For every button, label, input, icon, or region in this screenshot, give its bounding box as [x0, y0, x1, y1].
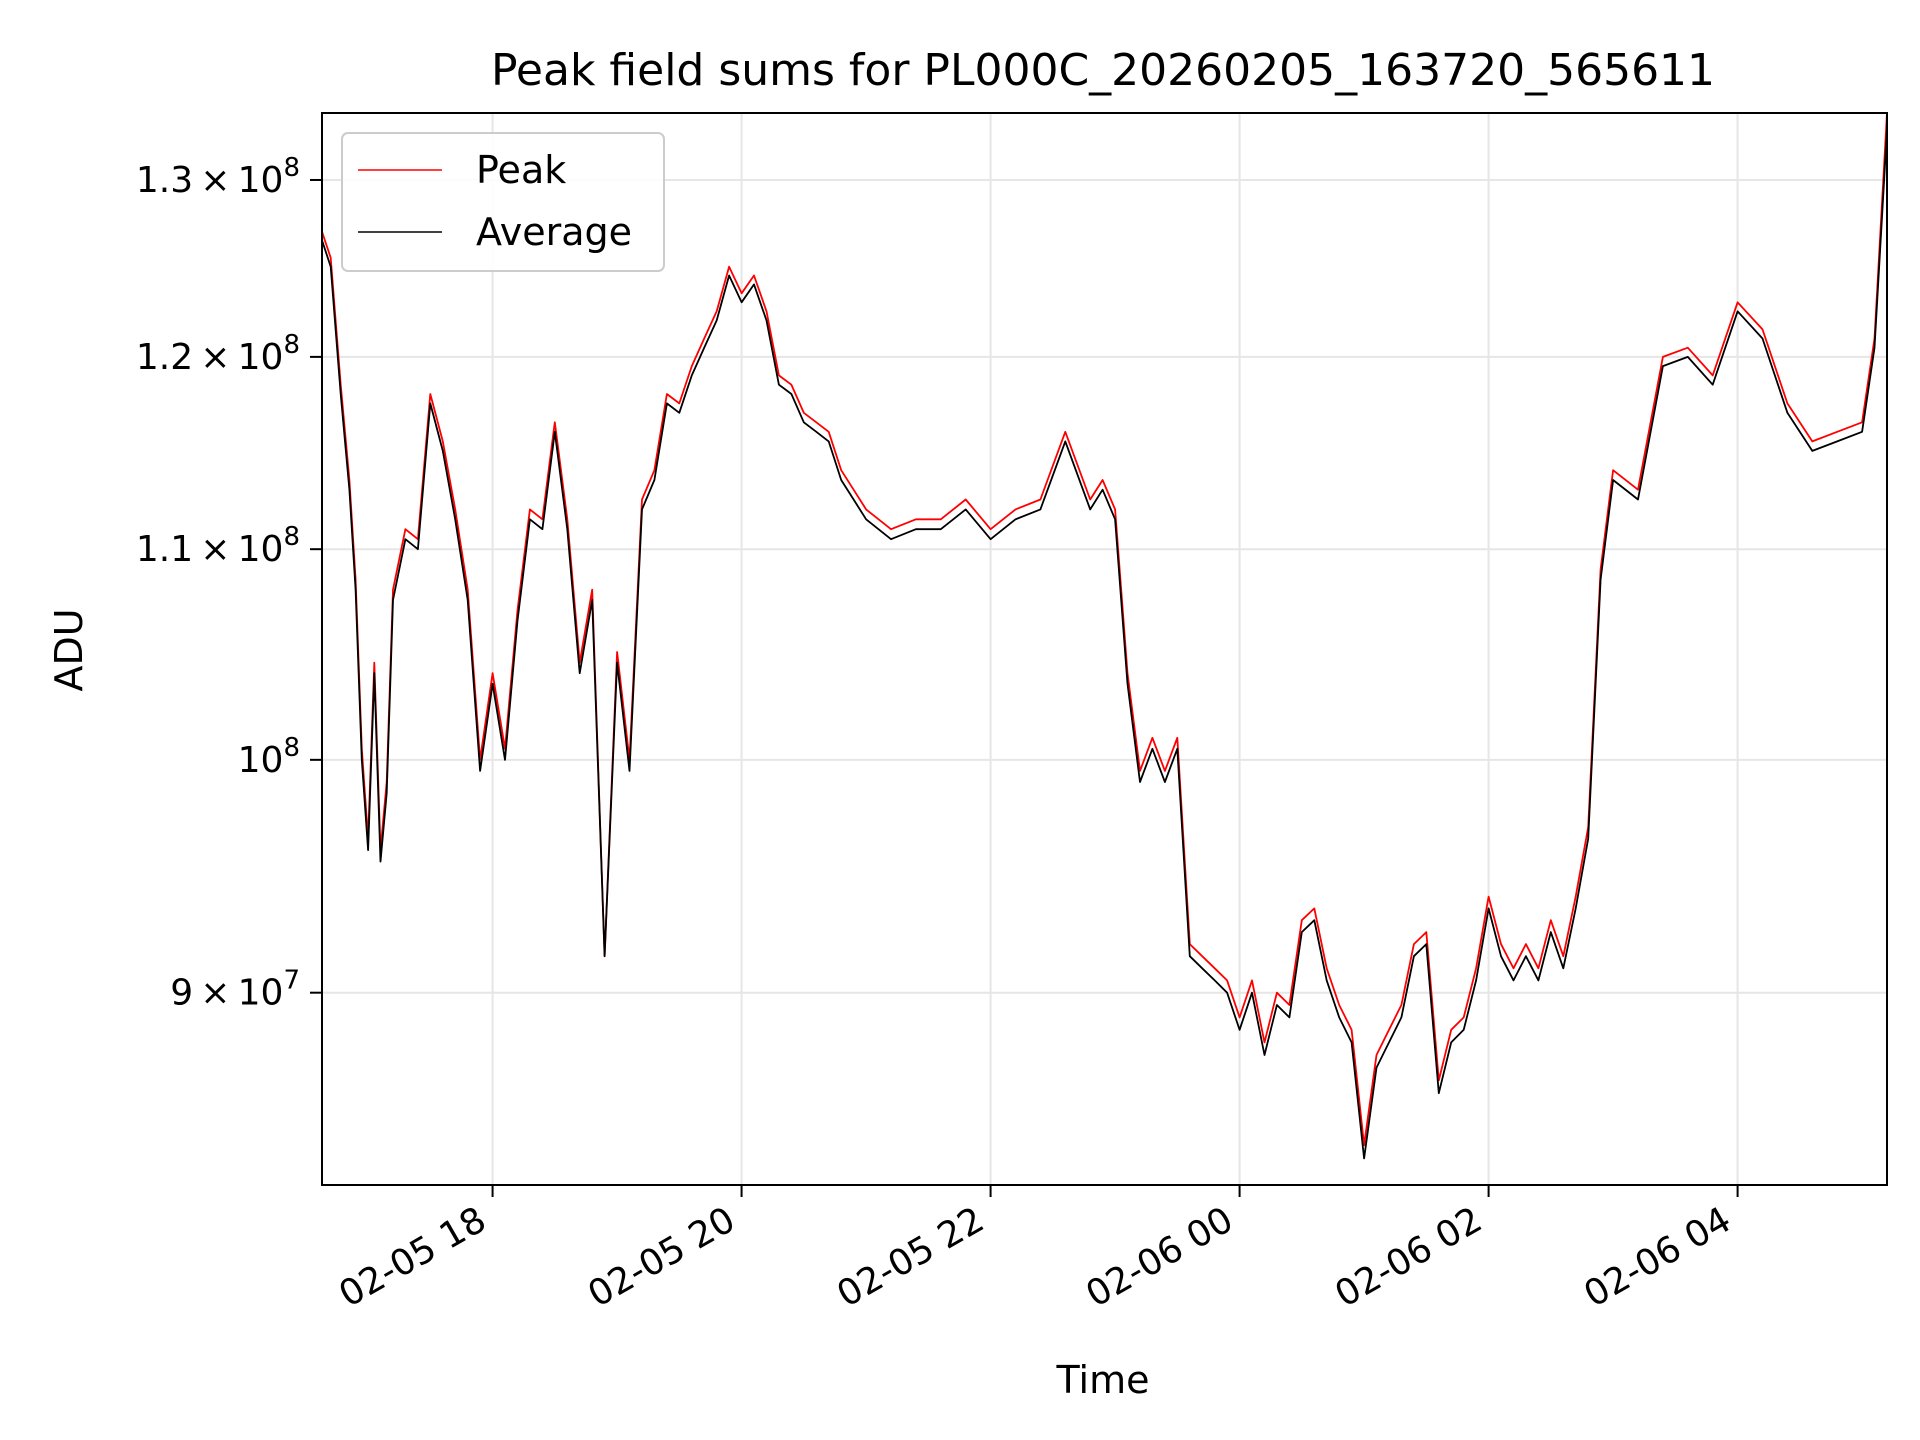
- series-layer: [322, 113, 1887, 1160]
- legend-label-average: Average: [476, 210, 632, 254]
- y-tick-label: 1.2 × 108: [136, 330, 300, 378]
- y-tick-label: 1.1 × 108: [136, 522, 300, 570]
- chart-title: Peak field sums for PL000C_20260205_1637…: [491, 45, 1715, 96]
- grid: [322, 113, 1887, 1185]
- y-tick-label: 1.3 × 108: [136, 153, 300, 201]
- legend-box: [341, 132, 665, 272]
- series-line-average: [322, 129, 1887, 1160]
- plot-frame: [321, 112, 1888, 1186]
- y-tick-label: 9 × 107: [170, 966, 300, 1014]
- x-axis-label: Time: [1056, 1358, 1150, 1402]
- series-line-peak: [322, 113, 1887, 1147]
- y-tick-label: 108: [238, 733, 300, 781]
- y-ticks: 9 × 107 108 1.1 × 108 1.2 × 108 1.3 × 108: [136, 153, 322, 1014]
- legend-label-peak: Peak: [476, 148, 566, 192]
- y-axis-label: ADU: [47, 608, 91, 691]
- legend: Peak Average: [341, 132, 665, 272]
